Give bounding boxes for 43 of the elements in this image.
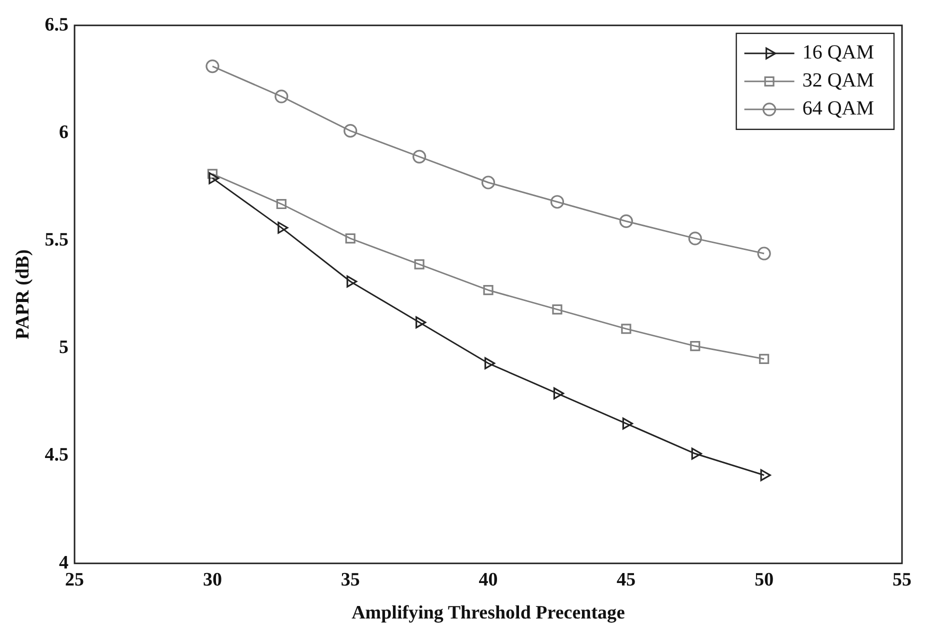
point (553, 387, 564, 400)
point (690, 341, 700, 352)
point (760, 469, 771, 482)
y-tick-label: 4.5 (44, 444, 69, 466)
x-tick-label: 55 (892, 570, 912, 591)
point (346, 275, 358, 288)
point (688, 232, 702, 246)
point (619, 214, 633, 228)
point (483, 285, 494, 296)
y-axis-title: PAPR (dB) (12, 249, 34, 340)
point (276, 198, 286, 210)
y-tick-label: 5.5 (44, 230, 69, 251)
point (481, 176, 496, 190)
legend-label: 64 QAM (802, 98, 874, 120)
point (552, 304, 562, 315)
legend-label: 32 QAM (802, 70, 874, 92)
y-tick-label: 6 (59, 122, 69, 143)
point (207, 168, 218, 179)
x-tick-label: 40 (478, 570, 498, 591)
point (416, 316, 426, 328)
y-tick-label: 5 (59, 337, 69, 358)
point (622, 418, 633, 430)
point (550, 195, 564, 209)
legend-label: 16 QAM (802, 42, 874, 64)
x-tick-label: 30 (202, 570, 222, 591)
point (345, 233, 356, 244)
point (757, 246, 771, 260)
y-tick-label: 6.5 (44, 14, 69, 36)
point (344, 124, 358, 138)
x-axis-title: Amplifying Threshold Precentage (352, 602, 625, 624)
point (691, 448, 702, 460)
x-tick-label: 50 (754, 570, 774, 591)
point (414, 259, 424, 270)
point (274, 90, 288, 104)
point (621, 324, 632, 334)
point (484, 357, 496, 370)
point (208, 172, 220, 184)
point (412, 150, 426, 164)
point (759, 354, 770, 364)
x-tick-label: 45 (616, 570, 636, 591)
x-tick-label: 35 (340, 570, 360, 591)
point (206, 59, 220, 74)
point (278, 222, 288, 234)
